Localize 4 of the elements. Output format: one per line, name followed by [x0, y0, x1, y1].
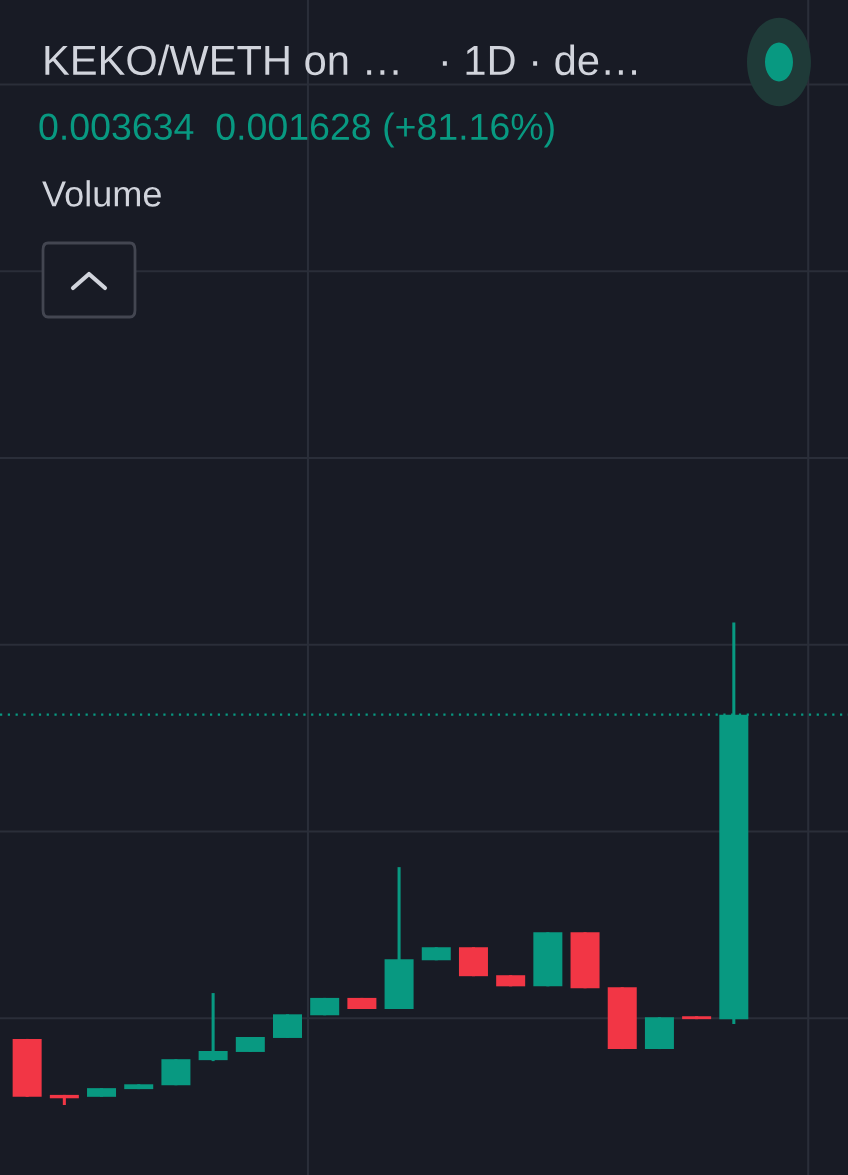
chart-title: KEKO/WETH on … · 1D · de…	[45, 44, 637, 76]
candlestick	[198, 993, 228, 1063]
text: Volume	[42, 180, 161, 207]
chart-subtitle: 0.003634 0.001628 (+81.16%)	[39, 112, 554, 148]
